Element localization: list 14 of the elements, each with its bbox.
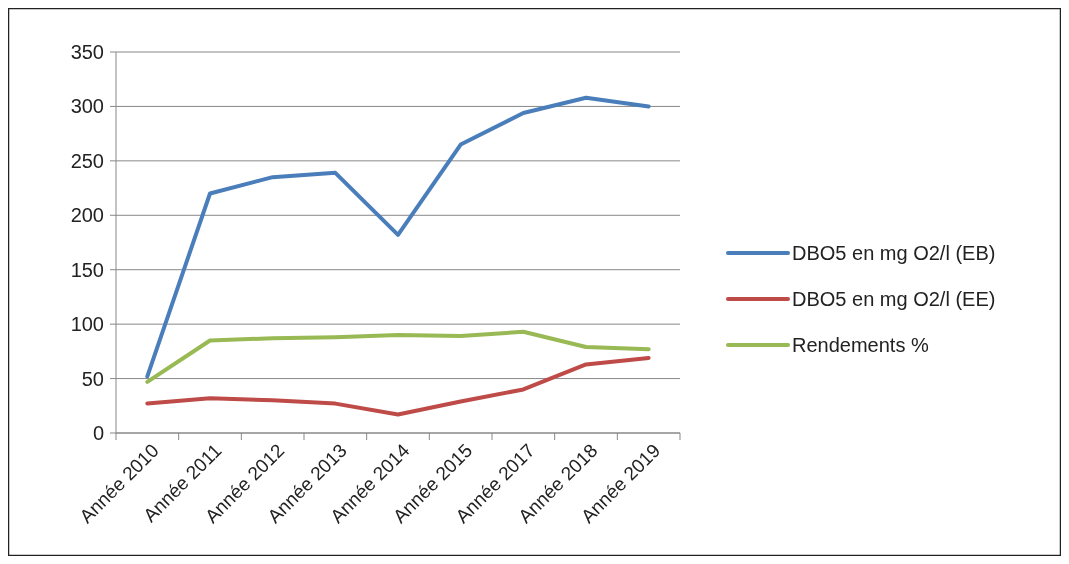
y-tick-label: 250 [70,149,104,172]
line-series [145,95,651,379]
y-tick-label: 300 [70,95,104,118]
y-tick-label: 50 [81,367,104,390]
y-tick-label: 200 [70,204,104,227]
y-tick-label: 150 [70,258,104,281]
legend-label: DBO5 en mg O2/l (EE) [792,288,996,310]
y-tick-label: 350 [70,41,104,63]
legend-label: Rendements % [792,334,929,356]
line-series [145,329,651,384]
y-tick-label: 100 [70,313,104,336]
line-series [145,355,651,417]
legend-label: DBO5 en mg O2/l (EB) [792,242,996,264]
y-tick-label: 0 [92,422,104,444]
